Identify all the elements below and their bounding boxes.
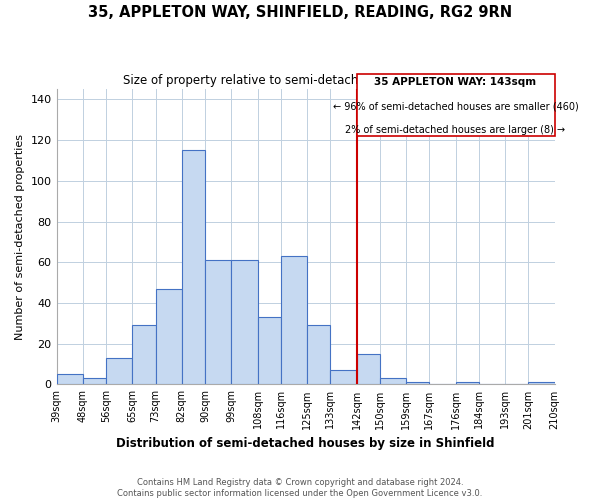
Bar [182,150,205,384]
Text: 35 APPLETON WAY: 143sqm: 35 APPLETON WAY: 143sqm [374,78,536,88]
Bar [83,378,106,384]
Text: Contains HM Land Registry data © Crown copyright and database right 2024.
Contai: Contains HM Land Registry data © Crown c… [118,478,482,498]
Bar [56,374,83,384]
Text: ← 96% of semi-detached houses are smaller (460): ← 96% of semi-detached houses are smalle… [332,101,578,111]
Bar [257,318,281,384]
Bar [231,260,257,384]
Bar [205,260,231,384]
Bar [281,256,307,384]
Bar [307,326,331,384]
Text: 35, APPLETON WAY, SHINFIELD, READING, RG2 9RN: 35, APPLETON WAY, SHINFIELD, READING, RG… [88,5,512,20]
Y-axis label: Number of semi-detached properties: Number of semi-detached properties [15,134,25,340]
Bar [106,358,132,384]
Bar [356,354,380,384]
FancyBboxPatch shape [356,74,554,136]
Title: Size of property relative to semi-detached houses in Shinfield: Size of property relative to semi-detach… [123,74,488,86]
X-axis label: Distribution of semi-detached houses by size in Shinfield: Distribution of semi-detached houses by … [116,437,495,450]
Bar [529,382,554,384]
Bar [155,289,182,384]
Bar [380,378,406,384]
Bar [331,370,356,384]
Bar [132,326,155,384]
Bar [455,382,479,384]
Bar [406,382,430,384]
Text: 2% of semi-detached houses are larger (8) →: 2% of semi-detached houses are larger (8… [346,124,566,134]
